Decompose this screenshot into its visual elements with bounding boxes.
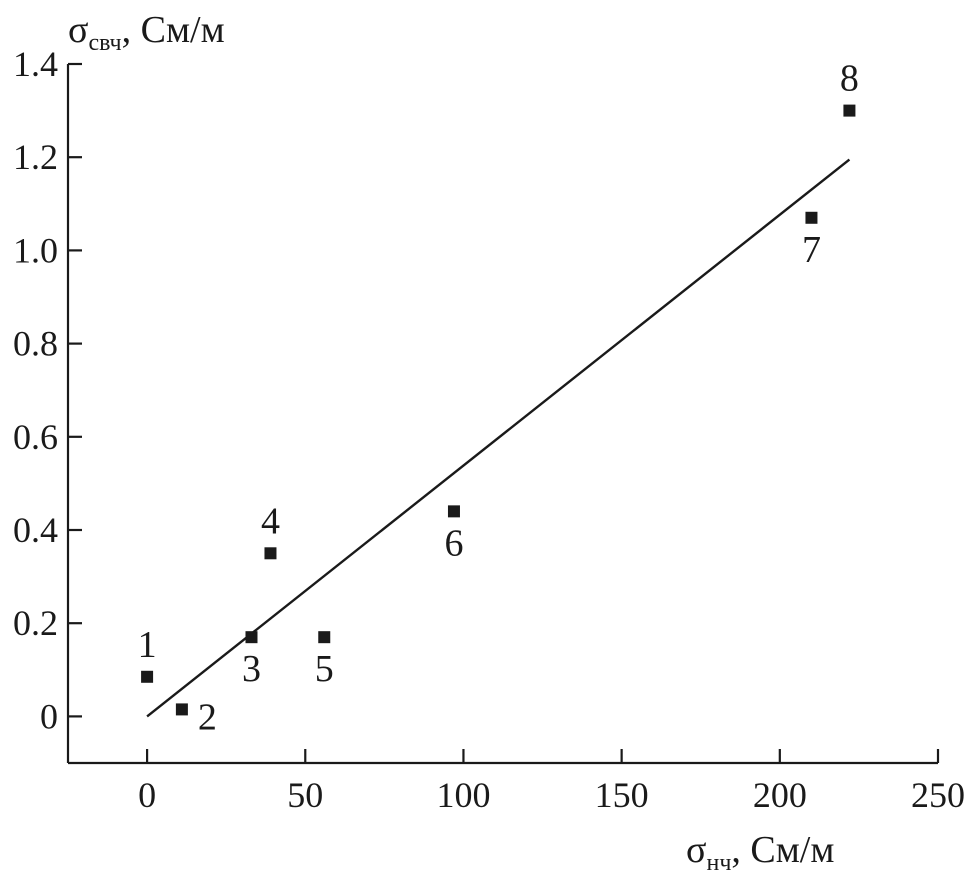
- data-point-8: [843, 104, 856, 117]
- point-label-2: 2: [198, 696, 217, 738]
- x-axis-subscript: нч: [706, 850, 731, 876]
- data-point-5: [318, 631, 331, 644]
- data-point-6: [447, 505, 460, 518]
- x-tick-label: 0: [138, 775, 156, 815]
- y-tick-label: 0.2: [13, 603, 58, 643]
- x-axis-title: σнч, См/м: [686, 829, 834, 876]
- fit-line-group: [146, 158, 851, 718]
- point-label-3: 3: [242, 648, 261, 690]
- data-point-4: [264, 547, 277, 560]
- y-tick-label: 1.0: [13, 230, 58, 270]
- x-tick-label: 250: [911, 775, 965, 815]
- ticks: 0 0.2 0.4 0.6 0.8 1.0 1.2 1.4 0 50 100 150 200 250: [13, 44, 965, 815]
- y-tick-label: 0.4: [13, 510, 58, 550]
- y-tick-label: 0.6: [13, 417, 58, 457]
- y-tick-label: 1.2: [13, 137, 58, 177]
- data-point-7: [805, 211, 818, 224]
- point-label-5: 5: [315, 648, 334, 690]
- point-label-4: 4: [261, 500, 280, 542]
- y-tick-label: 1.4: [13, 44, 58, 84]
- x-tick-label: 50: [287, 775, 323, 815]
- x-axis-symbol: σ: [686, 829, 706, 871]
- regression-line: [146, 158, 851, 718]
- y-tick-label: 0: [40, 696, 58, 736]
- y-axis-unit: , См/м: [122, 9, 225, 51]
- x-tick-label: 150: [595, 775, 649, 815]
- point-label-7: 7: [802, 229, 821, 271]
- y-axis-symbol: σ: [68, 9, 88, 51]
- x-tick-label: 200: [753, 775, 807, 815]
- y-tick-label: 0.8: [13, 324, 58, 364]
- point-label-6: 6: [444, 522, 463, 564]
- x-tick-label: 100: [436, 775, 490, 815]
- data-point-2: [175, 703, 188, 716]
- data-points: 123 4 5 6 7 8: [138, 58, 859, 739]
- data-point-1: [141, 670, 154, 683]
- point-label-1: 1: [138, 624, 157, 666]
- x-axis-unit: , См/м: [731, 829, 834, 871]
- y-axis-subscript: свч: [88, 30, 121, 56]
- data-point-3: [245, 631, 258, 644]
- point-label-8: 8: [840, 58, 859, 100]
- y-axis-title: σсвч, См/м: [68, 9, 225, 56]
- axes: [66, 64, 938, 765]
